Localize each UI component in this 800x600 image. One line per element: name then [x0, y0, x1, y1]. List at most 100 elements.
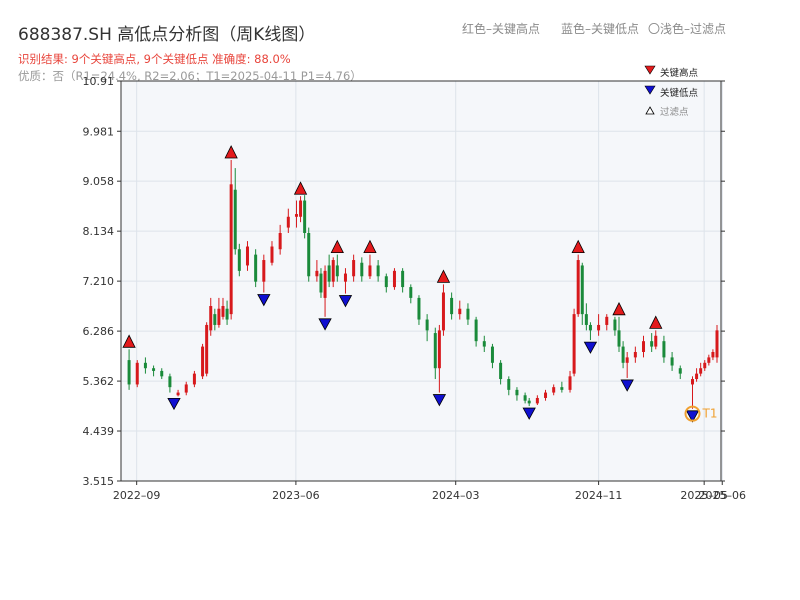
candle-body	[270, 246, 274, 263]
key-high-marker	[612, 301, 626, 316]
legend: 关键高点 关键低点 过滤点	[644, 65, 699, 118]
key-low-marker	[257, 294, 271, 307]
key-high-marker	[122, 334, 136, 348]
y-tick-label: 8.134	[83, 225, 115, 238]
chart-title: 688387.SH 高低点分析图（周K线图）	[18, 25, 315, 45]
candle-body	[229, 184, 233, 315]
candle-body	[450, 297, 454, 315]
candle-body	[307, 232, 311, 277]
candle-body	[225, 308, 229, 320]
candle-body	[625, 357, 629, 363]
candle-body	[572, 314, 576, 374]
x-tick-label: 2023–06	[272, 489, 320, 502]
candle-body	[560, 387, 564, 390]
candle-body	[703, 362, 707, 369]
candle-body	[237, 249, 241, 271]
candle-body	[352, 260, 356, 277]
key-low-marker	[338, 295, 353, 308]
candle-body	[152, 368, 156, 371]
candle-body	[670, 357, 674, 366]
candle-body	[278, 232, 282, 250]
candle-body	[633, 351, 637, 358]
candle-body	[205, 324, 209, 374]
candle-body	[384, 276, 388, 288]
candle-body	[552, 387, 556, 393]
legend-filtered-icon	[645, 106, 655, 115]
candle-body	[417, 297, 421, 320]
candle-body	[691, 379, 695, 385]
legend-high-icon	[644, 65, 656, 75]
candle-body	[201, 346, 205, 377]
key-high-marker	[363, 239, 377, 254]
candle-body	[576, 260, 580, 315]
key-high-marker	[571, 239, 585, 254]
key-high-marker	[330, 239, 344, 254]
candle-body	[499, 362, 503, 380]
key-high-marker	[224, 145, 238, 159]
candle-body	[360, 262, 364, 277]
candle-body	[184, 384, 188, 393]
y-tick-label: 7.210	[83, 275, 115, 288]
candle-body	[217, 308, 221, 325]
legend-high-label: 关键高点	[660, 67, 699, 79]
candle-body	[376, 265, 380, 277]
x-tick-label: 2022–09	[113, 489, 161, 502]
candle-body	[315, 270, 319, 277]
candle-body	[695, 373, 699, 380]
candle-body	[327, 265, 331, 282]
candlesticks	[127, 159, 719, 409]
candle-body	[441, 292, 445, 331]
candle-body	[221, 306, 225, 317]
key-low-marker	[620, 379, 634, 392]
candle-body	[262, 260, 266, 282]
candle-body	[527, 400, 531, 404]
candle-body	[176, 392, 180, 396]
candle-body	[335, 265, 339, 277]
candle-body	[425, 319, 429, 331]
candle-body	[711, 351, 715, 358]
candle-body	[650, 341, 654, 347]
candle-body	[437, 330, 441, 369]
candle-body	[368, 265, 372, 277]
legend-filtered-label: 过滤点	[660, 106, 689, 118]
candle-body	[515, 389, 519, 396]
candle-body	[168, 376, 172, 388]
candle-body	[127, 360, 131, 385]
candle-body	[482, 341, 486, 347]
candle-body	[544, 392, 548, 398]
candle-body	[331, 260, 335, 282]
candle-body	[209, 306, 213, 331]
candle-body	[458, 308, 462, 315]
candle-body	[143, 362, 147, 369]
x-tick-label: 2024–03	[432, 489, 480, 502]
legend-hint-light: 〇浅色–过滤点	[648, 22, 726, 36]
legend-low-label: 关键低点	[660, 87, 699, 99]
y-tick-label: 4.439	[83, 425, 115, 438]
candle-body	[621, 346, 625, 363]
y-tick-label: 3.515	[83, 475, 115, 488]
candle-body	[409, 287, 413, 298]
y-tick-label: 6.286	[83, 325, 115, 338]
legend-hint-red: 红色–关键高点	[462, 21, 540, 36]
candle-body	[323, 270, 327, 298]
candle-body	[605, 316, 609, 325]
candle-body	[135, 362, 139, 385]
candle-body	[523, 395, 527, 401]
candle-body	[584, 314, 588, 325]
key-low-marker	[432, 394, 447, 407]
candle-body	[294, 214, 298, 217]
candle-body	[343, 273, 347, 282]
key-high-marker	[649, 315, 663, 329]
key-low-marker	[583, 341, 598, 354]
t1-label: T1	[702, 407, 718, 421]
candle-body	[715, 330, 719, 358]
x-tick-label: 2024–11	[575, 489, 623, 502]
axes: 3.515 4.439 5.362 6.286 7.210 8.134 9.058 9.981…	[83, 75, 746, 502]
candle-body	[642, 341, 646, 352]
candle-body	[597, 324, 601, 331]
candle-body	[613, 319, 617, 331]
t1-ring	[684, 405, 701, 422]
candle-body	[580, 265, 584, 315]
candle-body	[490, 346, 494, 363]
